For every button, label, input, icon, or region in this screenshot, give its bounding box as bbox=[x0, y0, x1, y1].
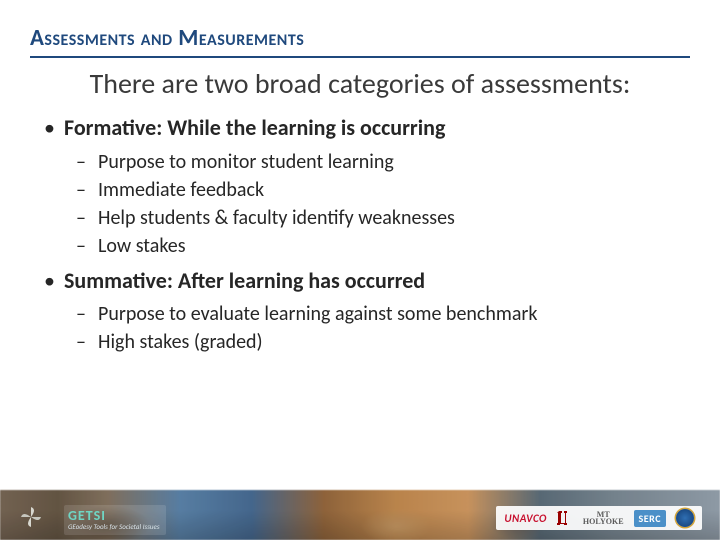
getsi-subtitle: GEodesy Tools for Societal Issues bbox=[68, 523, 160, 531]
slide-heading: Assessments and Measurements bbox=[30, 24, 690, 58]
bullet-lvl2: Purpose to evaluate learning against som… bbox=[76, 301, 690, 327]
unavco-logo: UNAVCO bbox=[504, 512, 547, 525]
bullet-lvl2: Low stakes bbox=[76, 233, 690, 259]
footer-logos: UNAVCO MTHOLYOKE SERC bbox=[496, 506, 702, 530]
bullet-lvl1: Summative: After learning has occurred bbox=[40, 267, 690, 296]
bullet-lvl2: Help students & faculty identify weaknes… bbox=[76, 205, 690, 231]
pinwheel-icon bbox=[18, 504, 44, 530]
nsf-logo bbox=[676, 509, 694, 527]
bullet-lvl2: Purpose to monitor student learning bbox=[76, 149, 690, 175]
slide: Assessments and Measurements There are t… bbox=[0, 0, 720, 540]
bullet-lvl1: Formative: While the learning is occurri… bbox=[40, 114, 690, 143]
footer-band: GETSI GEodesy Tools for Societal Issues … bbox=[0, 490, 720, 540]
bullet-list: Formative: While the learning is occurri… bbox=[40, 114, 690, 355]
mtholyoke-logo: MTHOLYOKE bbox=[583, 511, 624, 525]
slide-subtitle: There are two broad categories of assess… bbox=[70, 68, 650, 100]
bullet-lvl2: High stakes (graded) bbox=[76, 329, 690, 355]
bullet-lvl2: Immediate feedback bbox=[76, 177, 690, 203]
getsi-title: GETSI bbox=[68, 509, 160, 523]
getsi-logo: GETSI GEodesy Tools for Societal Issues bbox=[64, 505, 166, 535]
iu-logo bbox=[557, 509, 573, 527]
serc-logo: SERC bbox=[634, 510, 666, 527]
